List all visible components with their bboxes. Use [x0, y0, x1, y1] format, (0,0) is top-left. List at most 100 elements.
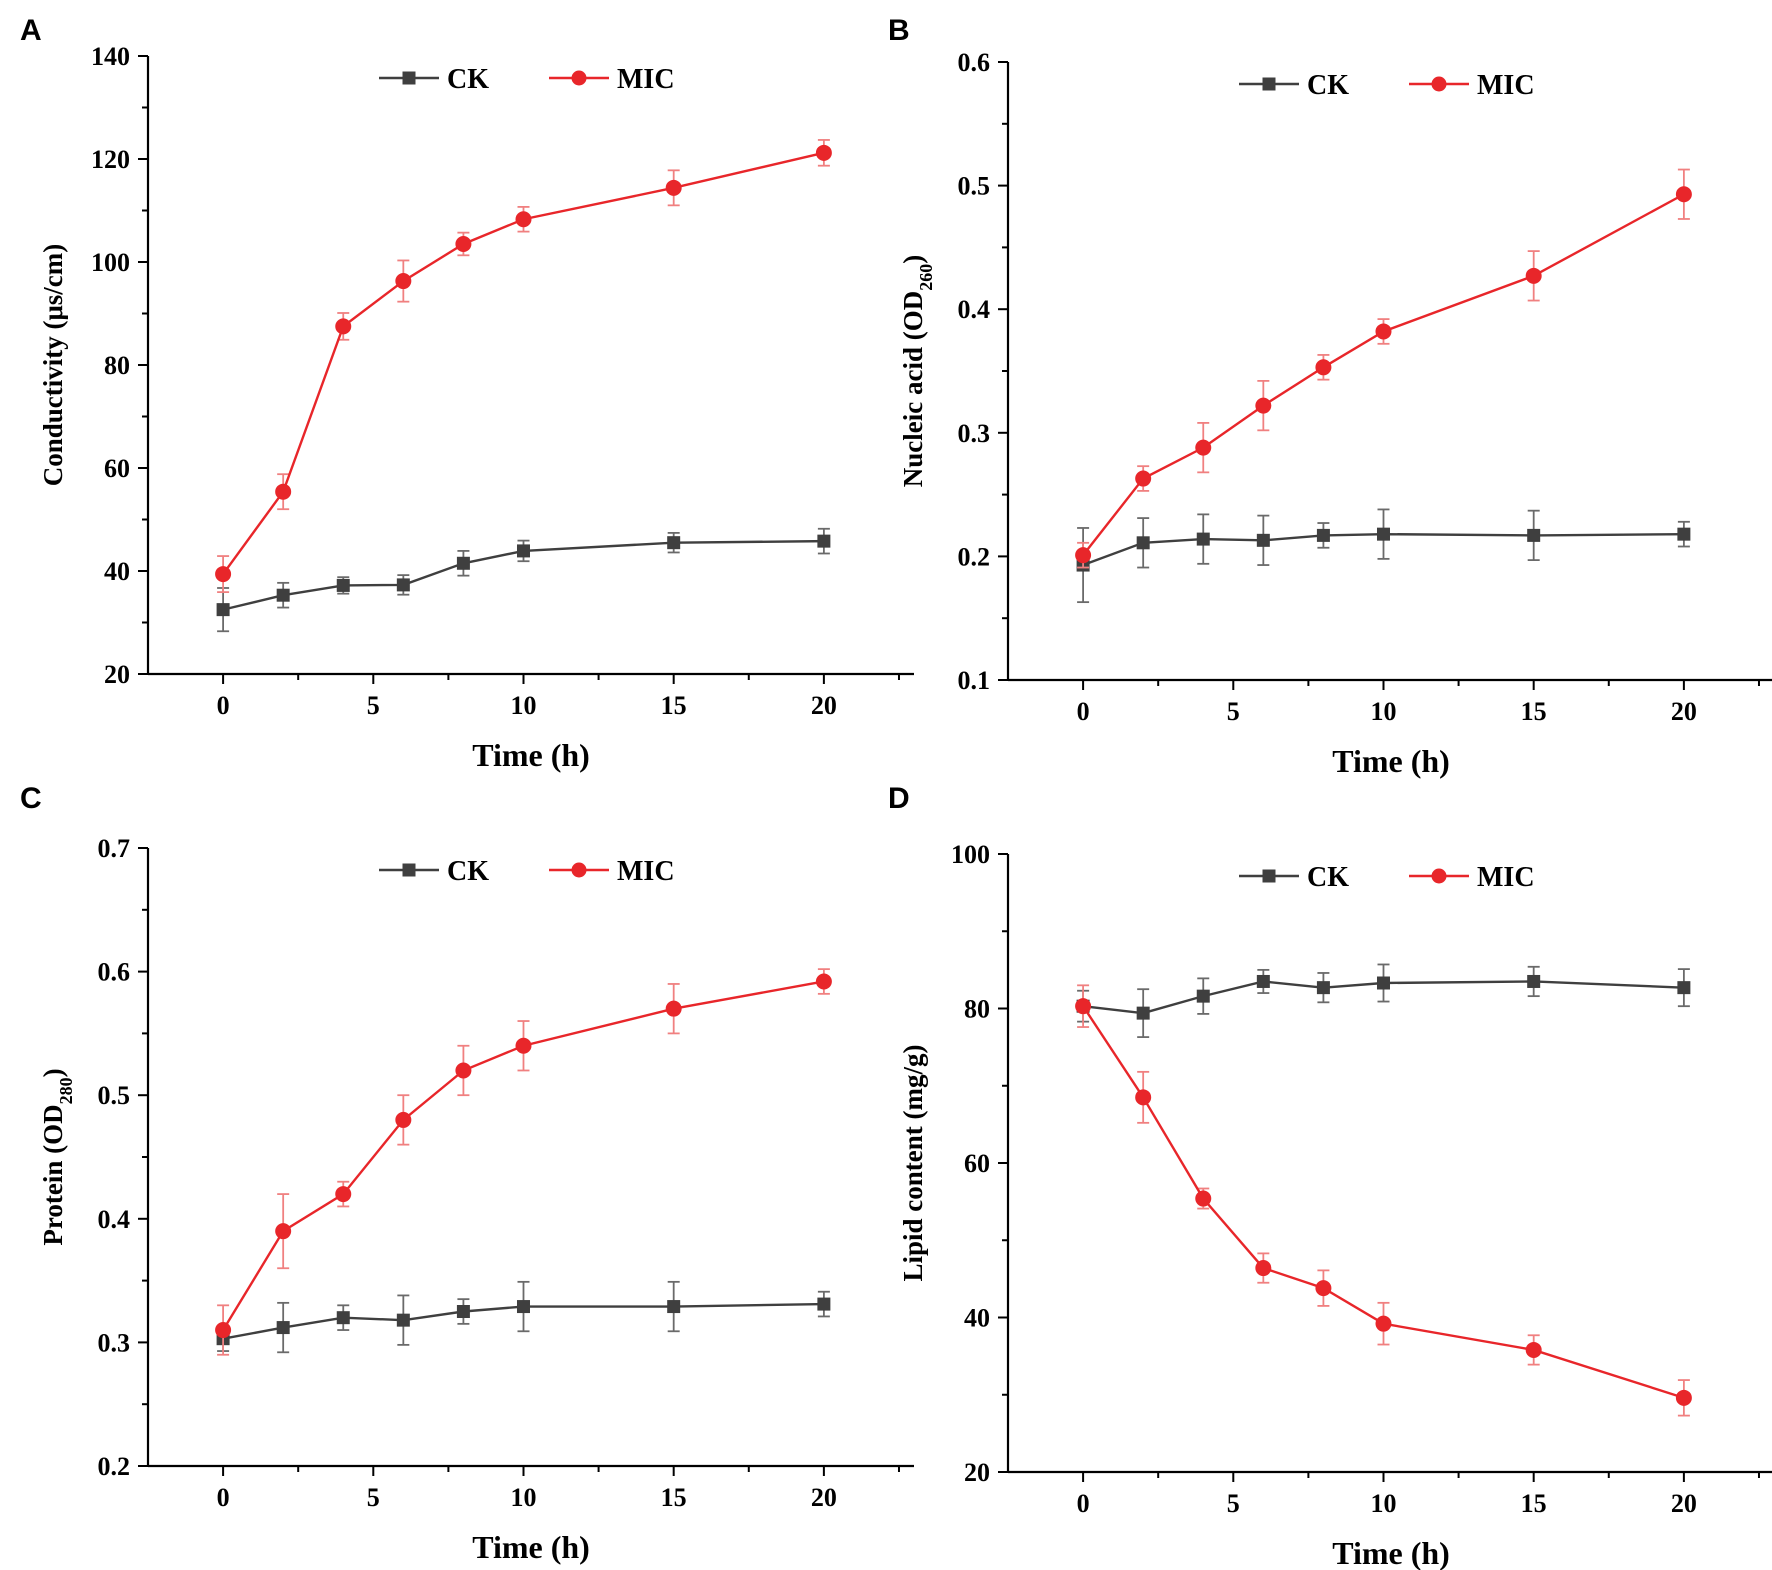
data-point — [215, 566, 232, 583]
data-point — [1255, 397, 1272, 414]
panel-d: D 20 40 60 80 100 0 5 10 15 20 Time (h) Lipid conte… — [888, 782, 1772, 1570]
data-point — [276, 588, 290, 602]
data-point — [1677, 981, 1691, 995]
x-tick-label: 15 — [1521, 1489, 1547, 1518]
data-point — [456, 1305, 470, 1318]
data-point — [1315, 1280, 1332, 1297]
y-tick-label: 20 — [104, 660, 130, 689]
data-point — [815, 973, 832, 990]
x-axis-title: Time (h) — [1332, 743, 1450, 779]
y-tick-label: 40 — [964, 1304, 990, 1333]
data-point — [396, 578, 410, 592]
legend-marker — [1262, 77, 1276, 91]
x-tick-label: 10 — [510, 1483, 536, 1512]
data-point — [455, 235, 472, 252]
data-point — [455, 1062, 472, 1079]
legend-label: MIC — [1477, 862, 1535, 893]
data-point — [1675, 186, 1692, 203]
data-point — [1075, 547, 1092, 564]
legend-item-ck: CK — [1239, 70, 1349, 101]
x-tick-label: 0 — [1077, 1489, 1090, 1518]
y-tick-label: 0.3 — [98, 1328, 131, 1357]
series-line — [222, 151, 825, 575]
legend-item-ck: CK — [379, 856, 489, 887]
series-line — [222, 1302, 824, 1340]
y-tick-label: 0.2 — [958, 542, 991, 571]
x-axis-title: Time (h) — [472, 737, 590, 773]
legend: CK MIC — [1239, 862, 1535, 893]
data-point — [1195, 439, 1212, 456]
data-point — [216, 603, 230, 617]
legend-item-mic: MIC — [549, 856, 675, 887]
y-axis-title-main: Protein (OD — [38, 1104, 68, 1245]
y-tick-label: 20 — [964, 1458, 990, 1487]
data-point — [1525, 1341, 1542, 1358]
x-tick-label: 0 — [217, 691, 230, 720]
x-tick-label: 15 — [661, 1483, 687, 1512]
y-tick-label: 100 — [91, 248, 130, 277]
data-point — [336, 1311, 350, 1325]
data-point — [1527, 974, 1541, 988]
y-axis-title: Protein (OD280) — [38, 1068, 76, 1245]
data-point — [1136, 536, 1150, 550]
data-point — [1527, 528, 1541, 542]
data-point — [667, 536, 681, 550]
data-point — [1525, 267, 1542, 284]
data-point — [516, 544, 530, 558]
series-line — [222, 539, 824, 611]
data-point — [815, 144, 832, 161]
panel-letter-b: B — [888, 14, 910, 47]
series-ck — [1076, 963, 1691, 1038]
data-point — [275, 1223, 292, 1240]
series-mic — [1075, 168, 1692, 569]
x-axis-title: Time (h) — [1332, 1535, 1450, 1570]
y-axis-title-subscript: 260 — [916, 264, 936, 291]
data-point — [1376, 976, 1390, 990]
y-tick-label: 0.6 — [98, 958, 131, 987]
data-point — [456, 556, 470, 570]
y-axis-title-main: Lipid content (mg/g) — [898, 1044, 928, 1281]
y-tick-label: 120 — [91, 145, 130, 174]
y-tick-label: 0.2 — [98, 1452, 131, 1481]
x-tick-label: 15 — [661, 691, 687, 720]
data-point — [817, 534, 831, 548]
data-point — [395, 1111, 412, 1128]
y-tick-label: 0.3 — [958, 419, 991, 448]
data-point — [335, 1186, 352, 1203]
x-tick-label: 10 — [510, 691, 536, 720]
data-point — [336, 578, 350, 592]
series-mic — [215, 968, 832, 1356]
y-tick-label: 0.5 — [958, 172, 991, 201]
y-tick-label: 40 — [104, 557, 130, 586]
data-point — [1256, 974, 1270, 988]
panel-b: B 0.1 0.2 0.3 0.4 0.5 0.6 0 5 10 15 20 Time (h) Nucl… — [888, 14, 1772, 779]
y-tick-label: 140 — [91, 42, 130, 71]
data-point — [1135, 470, 1152, 487]
y-axis-title: Conductivity (μs/cm) — [38, 244, 68, 487]
y-tick-label: 0.1 — [958, 666, 991, 695]
legend: CK MIC — [1239, 70, 1535, 101]
y-tick-label: 100 — [951, 840, 990, 869]
legend-item-mic: MIC — [1409, 70, 1535, 101]
data-point — [1256, 533, 1270, 547]
data-point — [1255, 1260, 1272, 1277]
series-ck — [216, 527, 831, 633]
x-axis-title: Time (h) — [472, 1529, 590, 1565]
x-tick-label: 20 — [811, 691, 837, 720]
data-point — [1315, 359, 1332, 376]
series-line — [1082, 532, 1684, 567]
x-tick-label: 20 — [1671, 1489, 1697, 1518]
series-line — [1082, 980, 1684, 1015]
x-tick-label: 5 — [367, 691, 380, 720]
data-point — [817, 1297, 831, 1311]
legend-label: CK — [447, 856, 489, 887]
y-axis-title: Nucleic acid (OD260) — [898, 255, 936, 487]
y-tick-label: 0.4 — [958, 295, 991, 324]
legend-item-ck: CK — [1239, 862, 1349, 893]
y-tick-label: 0.6 — [958, 48, 991, 77]
legend-label: CK — [1307, 70, 1349, 101]
legend-item-ck: CK — [379, 64, 489, 95]
y-axis-title-tail: ) — [898, 255, 928, 264]
panel-letter-d: D — [888, 782, 910, 815]
